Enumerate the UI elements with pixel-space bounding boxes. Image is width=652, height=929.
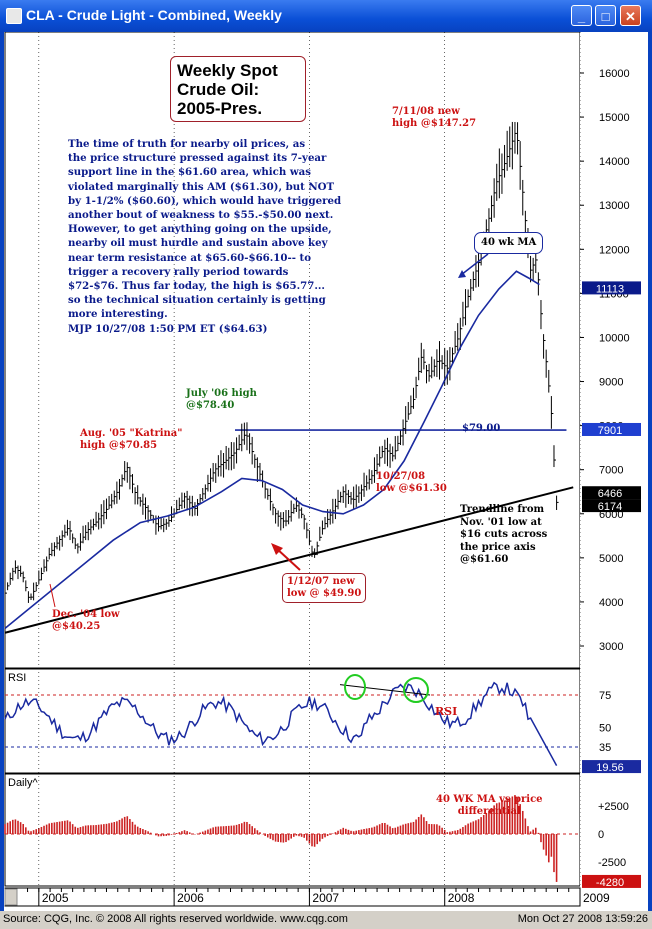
- rsi-axis-label: 50: [599, 723, 611, 735]
- diff-axis-label: -2500: [598, 857, 626, 869]
- price-tag-bg: [582, 486, 641, 500]
- time-axis-label: 2005: [42, 891, 69, 905]
- price-axis-label: 14000: [599, 156, 630, 168]
- rsi-highlight-circle: [403, 677, 429, 703]
- price-axis-label: 4000: [599, 597, 623, 609]
- label-2008-high: 7/11/08 new high @$147.27: [392, 106, 477, 129]
- label-2007-low: 1/12/07 new low @ $49.90: [282, 573, 367, 603]
- price-axis-label: 9000: [599, 377, 623, 389]
- label-40wk-ma: 40 wk MA: [474, 232, 544, 254]
- label-differential: 40 WK MA vs price differential: [436, 794, 543, 817]
- ma-arrow-head: [458, 270, 466, 278]
- price-tag: 6466: [598, 488, 622, 500]
- label-july06-high: July '06 high @$78.40: [186, 388, 257, 411]
- scroll-handle: [4, 888, 18, 906]
- label-trendline: Trendline from Nov. '01 low at $16 cuts …: [460, 504, 548, 565]
- price-axis-label: 5000: [599, 553, 623, 565]
- status-bar: Source: CQG, Inc. © 2008 All rights rese…: [0, 911, 652, 929]
- label-katrina-high: Aug. '05 "Katrina" high @$70.85: [80, 428, 183, 451]
- label-2008-low: 10/27/08 low @$61.30: [376, 471, 447, 494]
- rsi-axis-label: 35: [599, 742, 611, 754]
- low2004-leader: [49, 583, 56, 608]
- axis-background: [580, 32, 641, 887]
- close-button[interactable]: ✕: [620, 5, 641, 26]
- rsi-line: [4, 681, 558, 766]
- rsi-highlight-circle: [344, 674, 366, 700]
- low2007-arrow: [275, 547, 301, 571]
- price-tag: 11113: [596, 283, 624, 295]
- price-tag-bg: [582, 422, 641, 436]
- time-axis-label: 2008: [448, 891, 475, 905]
- price-axis-label: 13000: [599, 200, 630, 212]
- ma-40wk-line: [4, 270, 540, 630]
- time-axis-label: 2007: [312, 891, 339, 905]
- rsi-tag-bg: [582, 760, 641, 774]
- app-icon: [6, 8, 22, 24]
- price-axis-label: 15000: [599, 112, 630, 124]
- time-axis-label: 2006: [177, 891, 204, 905]
- price-axis-label: 16000: [599, 68, 630, 80]
- label-rsi-text: RSI: [435, 705, 458, 718]
- price-tag-bg: [582, 281, 641, 295]
- price-axis-label: 3000: [599, 641, 623, 653]
- diff-axis-label: +2500: [598, 801, 629, 813]
- time-axis-frame: [4, 887, 581, 907]
- rsi-divergence-line: [339, 684, 431, 696]
- rsi-title: RSI: [8, 672, 26, 684]
- chart-canvas: 1600015000140001300012000110001000090008…: [4, 32, 641, 907]
- rsi-axis-label: 75: [599, 690, 611, 702]
- price-tag-bg: [582, 499, 641, 513]
- ma-arrow: [460, 253, 489, 276]
- diff-axis-label: 0: [598, 829, 604, 841]
- diff-tag-bg: [582, 874, 641, 888]
- window-title: CLA - Crude Light - Combined, Weekly: [26, 7, 282, 23]
- chart-frame: [0, 32, 652, 914]
- price-axis-label: 10000: [599, 332, 630, 344]
- price-tag: 6174: [598, 501, 622, 513]
- low2007-arrow-head: [271, 543, 283, 555]
- minimize-button[interactable]: _: [571, 5, 592, 26]
- diff-tag: -4280: [596, 877, 624, 889]
- daily-title: Daily^: [8, 777, 38, 789]
- label-resistance-79: $79.00: [462, 423, 501, 434]
- title-bar[interactable]: CLA - Crude Light - Combined, Weekly _ □…: [0, 0, 652, 32]
- source-text: Source: CQG, Inc. © 2008 All rights rese…: [3, 913, 348, 925]
- price-axis-label: 7000: [599, 465, 623, 477]
- price-tag: 7901: [598, 425, 622, 437]
- price-axis-label: 12000: [599, 244, 630, 256]
- rsi-tag: 19.56: [596, 762, 624, 774]
- commentary-text: The time of truth for nearby oil prices,…: [68, 138, 342, 335]
- time-axis-label: 2009: [583, 891, 610, 905]
- timestamp-text: Mon Oct 27 2008 13:59:26: [517, 913, 648, 925]
- maximize-button[interactable]: □: [595, 5, 616, 26]
- label-2004-low: Dec. '04 low @$40.25: [52, 609, 120, 632]
- chart-title-box: Weekly Spot Crude Oil: 2005-Pres.: [170, 56, 306, 122]
